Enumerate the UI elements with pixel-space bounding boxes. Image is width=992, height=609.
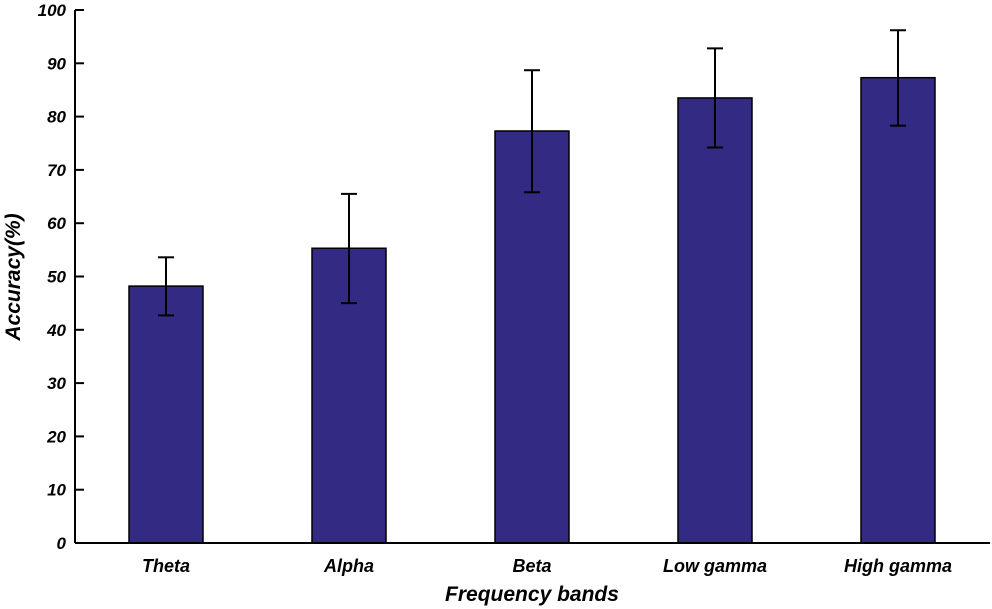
x-tick-label: Beta: [512, 556, 551, 576]
x-tick-label: Low gamma: [663, 556, 767, 576]
y-tick-label: 80: [47, 108, 66, 127]
y-tick-label: 50: [47, 268, 66, 287]
y-tick-label: 10: [47, 481, 66, 500]
bar: [860, 76, 936, 544]
x-axis-title: Frequency bands: [445, 583, 619, 606]
x-tick-label: High gamma: [844, 556, 952, 576]
x-tick-label: Alpha: [323, 556, 374, 576]
y-tick-label: 70: [47, 161, 66, 180]
bar: [128, 285, 204, 544]
y-tick-label: 60: [47, 214, 66, 233]
y-tick-label: 20: [46, 427, 66, 446]
labels-layer: 0 10 20 30 40 50 60 70 80 90 100 Theta Alpha Beta Low …: [38, 1, 952, 576]
y-tick-label: 0: [57, 534, 67, 553]
error-bars-layer: [158, 29, 906, 317]
y-axis-title: Accuracy(%): [2, 213, 25, 341]
y-tick-label: 90: [47, 54, 66, 73]
y-tick-label: 40: [46, 321, 66, 340]
x-tick-label: Theta: [142, 556, 190, 576]
y-tick-label: 100: [38, 1, 67, 20]
y-tick-label: 30: [47, 374, 66, 393]
bar: [677, 97, 753, 544]
axes-layer: [74, 9, 990, 544]
